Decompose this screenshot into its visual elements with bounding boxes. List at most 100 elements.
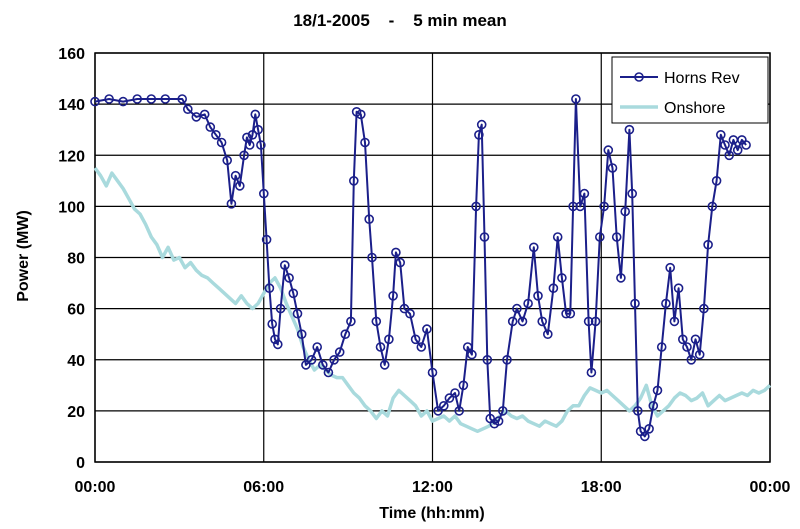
y-tick-label: 40 bbox=[67, 353, 85, 370]
data-point-horns-rev bbox=[146, 94, 157, 104]
data-point-horns-rev bbox=[715, 130, 726, 140]
data-point-horns-rev bbox=[379, 360, 390, 370]
y-axis-label: Power (MW) bbox=[15, 210, 32, 302]
data-point-horns-rev bbox=[502, 354, 512, 365]
data-point-horns-rev bbox=[528, 242, 539, 253]
data-point-horns-rev bbox=[648, 400, 659, 411]
data-point-horns-rev bbox=[384, 334, 394, 345]
y-tick-label: 140 bbox=[58, 97, 85, 114]
y-tick-label: 100 bbox=[58, 199, 85, 216]
data-point-horns-rev bbox=[644, 423, 654, 434]
data-point-horns-rev bbox=[575, 201, 586, 212]
legend-label-horns-rev: Horns Rev bbox=[664, 70, 740, 87]
data-point-horns-rev bbox=[348, 176, 359, 186]
data-point-horns-rev bbox=[482, 354, 493, 365]
data-point-horns-rev bbox=[677, 334, 688, 345]
data-point-horns-rev bbox=[711, 176, 722, 186]
data-point-horns-rev bbox=[216, 137, 227, 148]
y-tick-label: 20 bbox=[67, 404, 85, 421]
chart-title: 18/1-2005 - 5 min mean bbox=[293, 11, 507, 30]
plot-frame bbox=[94, 52, 771, 463]
data-point-horns-rev bbox=[279, 260, 290, 271]
data-point-horns-rev bbox=[627, 188, 638, 199]
data-point-horns-rev bbox=[652, 385, 663, 396]
data-point-horns-rev bbox=[388, 290, 398, 301]
data-point-horns-rev bbox=[474, 130, 484, 140]
data-point-horns-rev bbox=[301, 360, 311, 370]
data-point-horns-rev bbox=[346, 316, 356, 327]
x-axis-label: Time (hh:mm) bbox=[379, 505, 484, 522]
data-point-horns-rev bbox=[454, 406, 465, 416]
x-tick-label: 06:00 bbox=[243, 479, 284, 496]
data-point-horns-rev bbox=[253, 124, 263, 135]
legend-box bbox=[611, 56, 769, 124]
data-point-horns-rev bbox=[235, 181, 245, 191]
data-point-horns-rev bbox=[239, 150, 249, 161]
series-onshore bbox=[93, 166, 772, 434]
data-point-horns-rev bbox=[724, 150, 735, 161]
data-point-horns-rev bbox=[579, 188, 590, 199]
data-point-horns-rev bbox=[571, 94, 581, 104]
data-point-horns-rev bbox=[523, 298, 533, 309]
data-point-horns-rev bbox=[542, 329, 553, 340]
x-tick-label: 00:00 bbox=[750, 479, 791, 496]
data-point-horns-rev bbox=[669, 316, 680, 327]
data-point-horns-rev bbox=[364, 214, 375, 224]
data-point-horns-rev bbox=[317, 360, 328, 370]
data-point-horns-rev bbox=[611, 232, 622, 242]
data-point-horns-rev bbox=[244, 140, 255, 150]
data-point-horns-rev bbox=[548, 283, 559, 294]
x-tick-label: 00:00 bbox=[75, 479, 116, 496]
data-point-horns-rev bbox=[690, 334, 701, 345]
data-point-horns-rev bbox=[405, 308, 415, 319]
data-point-horns-rev bbox=[183, 104, 193, 114]
data-point-horns-rev bbox=[264, 283, 275, 294]
data-point-horns-rev bbox=[624, 124, 635, 135]
data-point-horns-rev bbox=[391, 247, 401, 258]
data-point-horns-rev bbox=[607, 163, 618, 173]
data-point-horns-rev bbox=[292, 308, 303, 319]
data-point-horns-rev bbox=[247, 130, 258, 140]
data-point-horns-rev bbox=[399, 303, 410, 314]
y-tick-label: 0 bbox=[76, 455, 85, 472]
series-line-onshore bbox=[93, 166, 772, 434]
data-point-horns-rev bbox=[312, 342, 323, 352]
data-point-horns-rev bbox=[707, 201, 718, 212]
data-point-horns-rev bbox=[118, 96, 128, 107]
data-point-horns-rev bbox=[416, 342, 427, 352]
data-point-horns-rev bbox=[665, 262, 676, 273]
data-point-horns-rev bbox=[90, 96, 100, 107]
data-point-horns-rev bbox=[497, 406, 508, 416]
data-point-horns-rev bbox=[467, 349, 477, 360]
data-point-horns-rev bbox=[471, 201, 481, 212]
data-point-horns-rev bbox=[132, 94, 142, 104]
data-point-horns-rev bbox=[583, 316, 594, 327]
data-point-horns-rev bbox=[568, 201, 578, 212]
legend-label-onshore: Onshore bbox=[664, 100, 725, 117]
data-point-horns-rev bbox=[104, 94, 114, 104]
data-point-horns-rev bbox=[661, 298, 671, 309]
data-point-horns-rev bbox=[586, 367, 597, 378]
x-tick-label: 12:00 bbox=[412, 479, 453, 496]
data-point-horns-rev bbox=[256, 140, 266, 150]
data-point-horns-rev bbox=[462, 342, 473, 352]
data-point-horns-rev bbox=[673, 283, 684, 294]
data-point-horns-rev bbox=[199, 109, 210, 120]
data-point-horns-rev bbox=[258, 188, 269, 199]
data-point-horns-rev bbox=[732, 145, 743, 155]
data-point-horns-rev bbox=[476, 119, 487, 130]
data-point-horns-rev bbox=[616, 273, 626, 283]
data-point-horns-rev bbox=[537, 316, 548, 327]
data-point-horns-rev bbox=[682, 342, 692, 352]
data-point-horns-rev bbox=[422, 324, 432, 334]
data-point-horns-rev bbox=[340, 329, 351, 340]
data-point-horns-rev bbox=[211, 130, 221, 140]
data-point-horns-rev bbox=[334, 347, 345, 357]
data-point-horns-rev bbox=[557, 273, 567, 283]
data-point-horns-rev bbox=[275, 303, 286, 314]
data-point-horns-rev bbox=[552, 232, 563, 242]
data-point-horns-rev bbox=[355, 109, 366, 120]
legend: Horns Rev Onshore bbox=[611, 56, 769, 124]
data-point-horns-rev bbox=[250, 109, 261, 120]
